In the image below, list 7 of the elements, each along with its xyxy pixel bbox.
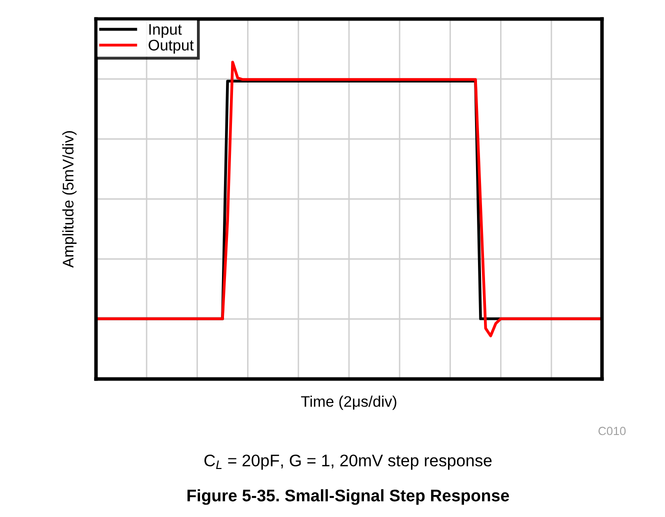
y-axis-title: Amplitude (5mV/div) [62,131,77,268]
text: C010 [598,426,626,436]
text: C$_{L}$ = 20pF, G = 1, 20mV step response [204,454,492,470]
text: Figure 5-35. Small-Signal Step Response [188,489,510,505]
legend-label: Output [148,40,194,54]
legend-label: Input [149,24,182,38]
x-axis-title: Time (2μs/div) [301,396,396,410]
